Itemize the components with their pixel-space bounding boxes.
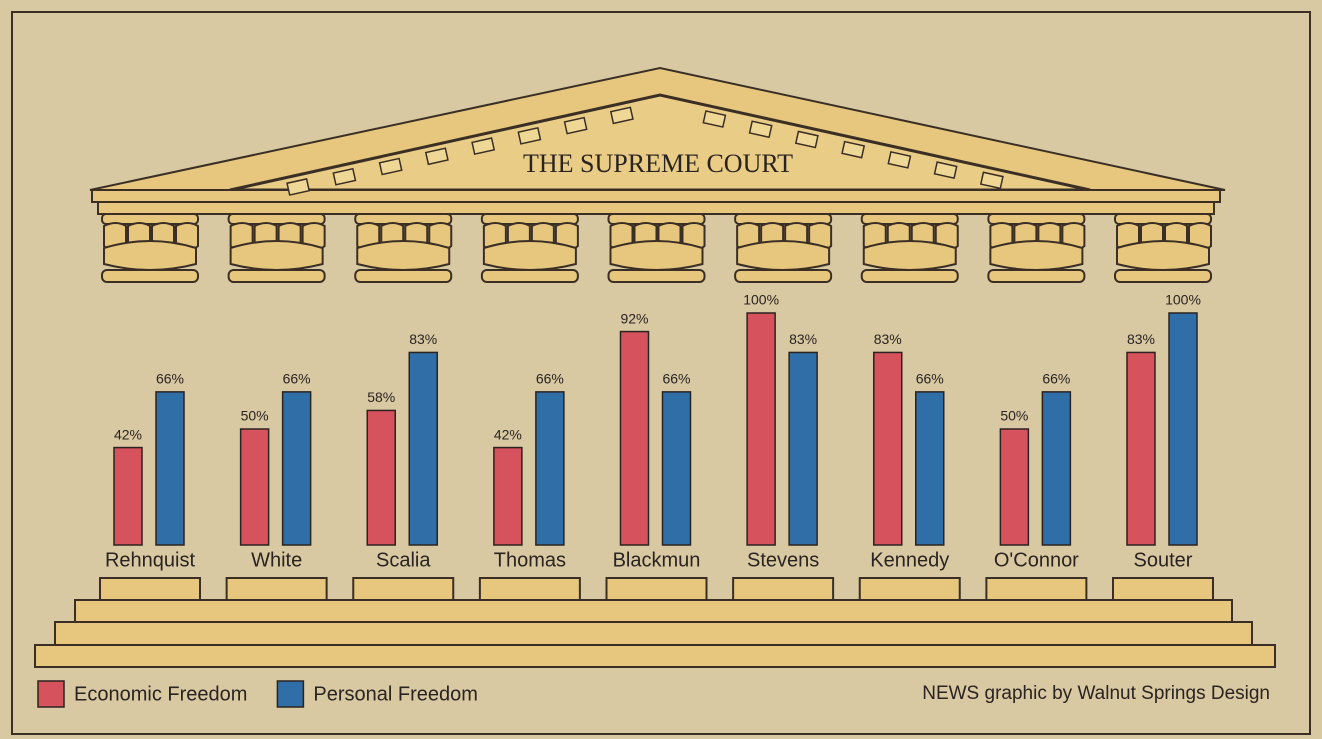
plinth <box>986 578 1086 600</box>
bar <box>747 313 775 545</box>
bar <box>621 332 649 545</box>
chart: THE SUPREME COURT NEWS graphic by Walnut… <box>0 0 1322 739</box>
value-label: 66% <box>156 371 184 387</box>
plinth <box>480 578 580 600</box>
value-label: 42% <box>494 426 522 442</box>
bar <box>1127 352 1155 545</box>
value-label: 83% <box>874 331 902 347</box>
capital <box>609 270 705 282</box>
entablature <box>92 190 1220 202</box>
credit: NEWS graphic by Walnut Springs Design <box>922 683 1270 704</box>
capital <box>104 241 196 270</box>
legend-label: Economic Freedom <box>74 683 247 705</box>
plinth <box>353 578 453 600</box>
value-label: 66% <box>662 371 690 387</box>
value-label: 66% <box>283 371 311 387</box>
bar <box>1042 392 1070 545</box>
plinth <box>733 578 833 600</box>
value-label: 66% <box>536 371 564 387</box>
plinth <box>860 578 960 600</box>
x-tick-label: O'Connor <box>994 549 1079 571</box>
bar <box>916 392 944 545</box>
value-label: 100% <box>743 292 779 308</box>
value-label: 83% <box>789 331 817 347</box>
bar <box>494 448 522 545</box>
bar <box>1000 429 1028 545</box>
value-label: 58% <box>367 389 395 405</box>
legend-swatch <box>38 681 64 707</box>
capital <box>482 270 578 282</box>
capital <box>988 270 1084 282</box>
x-tick-label: Thomas <box>494 549 566 571</box>
x-tick-label: Rehnquist <box>105 549 196 571</box>
capital <box>357 241 449 270</box>
value-label: 100% <box>1165 292 1201 308</box>
step <box>35 645 1275 667</box>
value-label: 66% <box>1042 371 1070 387</box>
legend-label: Personal Freedom <box>313 683 478 705</box>
x-tick-label: Stevens <box>747 549 819 571</box>
plinth <box>227 578 327 600</box>
bar <box>663 392 691 545</box>
step <box>55 622 1252 645</box>
x-tick-label: Blackmun <box>613 549 701 571</box>
value-label: 92% <box>620 310 648 326</box>
bar <box>114 448 142 545</box>
capital <box>229 270 325 282</box>
x-tick-label: Scalia <box>376 549 431 571</box>
bar <box>536 392 564 545</box>
bar <box>156 392 184 545</box>
capital <box>102 270 198 282</box>
value-label: 83% <box>409 331 437 347</box>
chart-title: THE SUPREME COURT <box>523 149 793 178</box>
value-label: 50% <box>241 408 269 424</box>
x-tick-label: Souter <box>1134 549 1193 571</box>
bar <box>283 392 311 545</box>
capital <box>990 241 1082 270</box>
x-tick-label: White <box>251 549 302 571</box>
capital <box>231 241 323 270</box>
bar <box>789 352 817 545</box>
capital <box>611 241 703 270</box>
capital <box>1115 270 1211 282</box>
value-label: 50% <box>1000 408 1028 424</box>
entablature <box>98 202 1214 214</box>
step <box>75 600 1232 622</box>
capital <box>484 241 576 270</box>
capital <box>737 241 829 270</box>
bar <box>874 352 902 545</box>
legend-swatch <box>277 681 303 707</box>
bar <box>241 429 269 545</box>
capital <box>864 241 956 270</box>
plinth <box>1113 578 1213 600</box>
x-tick-label: Kennedy <box>870 549 949 571</box>
bar <box>1169 313 1197 545</box>
value-label: 66% <box>916 371 944 387</box>
capital <box>1117 241 1209 270</box>
bar <box>367 410 395 545</box>
capital <box>862 270 958 282</box>
value-label: 83% <box>1127 331 1155 347</box>
bar <box>409 352 437 545</box>
plinth <box>607 578 707 600</box>
value-label: 42% <box>114 426 142 442</box>
plinth <box>100 578 200 600</box>
capital <box>735 270 831 282</box>
capital <box>355 270 451 282</box>
